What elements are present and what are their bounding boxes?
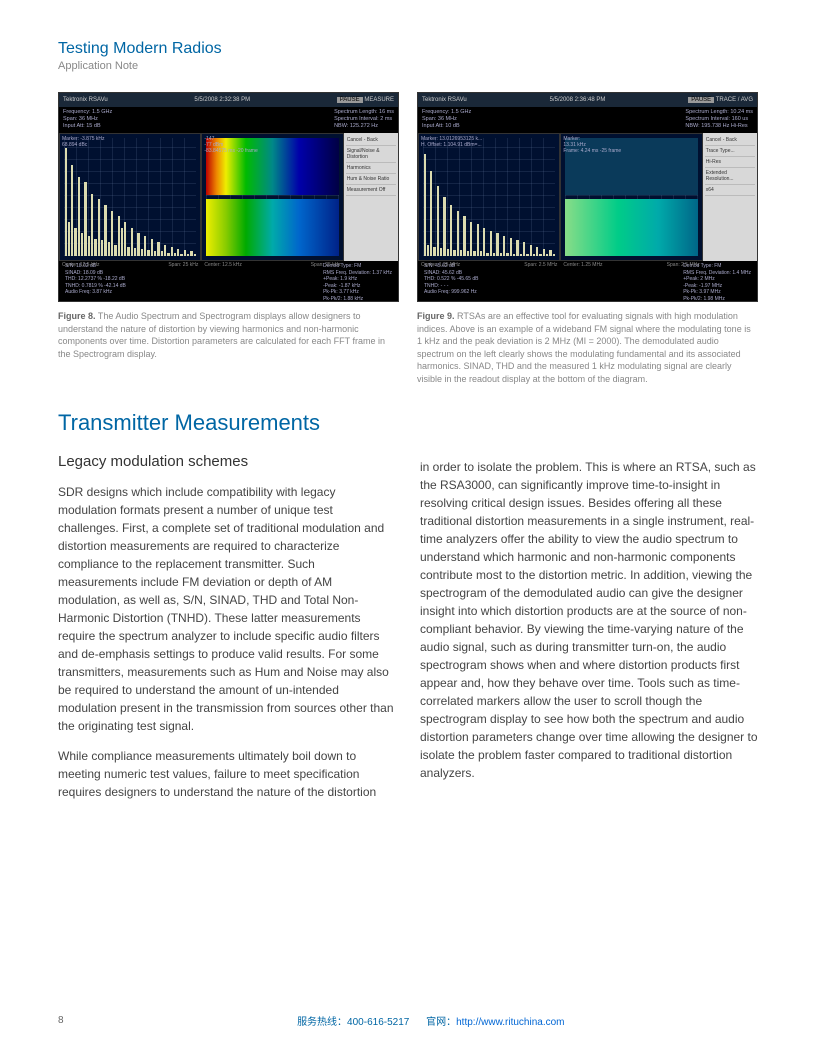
sc-info-panel: Frequency: 1.5 GHz Span: 36 MHz Input At…: [418, 107, 757, 133]
body-paragraph: in order to isolate the problem. This is…: [420, 458, 758, 782]
subsection-heading: Legacy modulation schemes: [58, 451, 396, 474]
pause-badge: PAUSE: [337, 97, 363, 103]
body-columns: Transmitter Measurements Legacy modulati…: [58, 406, 758, 814]
side-item[interactable]: x64: [705, 185, 755, 196]
figure-9-caption: Figure 9. RTSAs are an effective tool fo…: [417, 310, 758, 386]
sc-app-name: Tektronix RSAVu: [422, 97, 467, 103]
specint-readout: Spectrum Interval: 2 ms: [334, 116, 394, 122]
page-header: Testing Modern Radios Application Note: [58, 40, 758, 72]
spectrogram-plot: Marker:13.31 kHzFrame: 4.24 ms -25 frame…: [560, 133, 702, 261]
figure-9-screenshot: Tektronix RSAVu 5/5/2008 2:36:48 PM PAUS…: [417, 92, 758, 302]
spectrum-bars-8: [64, 143, 196, 256]
body-paragraph: While compliance measurements ultimately…: [58, 747, 396, 801]
side-item[interactable]: Measurement Off: [346, 185, 396, 196]
side-item[interactable]: Cancel - Back: [346, 135, 396, 146]
doc-subtitle: Application Note: [58, 60, 758, 72]
spectrum-plot: Marker: 13.0126953125 k...H. Offset: 1.1…: [418, 133, 560, 261]
body-paragraph: SDR designs which include compatibility …: [58, 483, 396, 735]
freq-readout: Frequency: 1.5 GHz: [63, 109, 112, 115]
page-footer: 8 服务热线：400-616-5217 官网：http://www.rituch…: [58, 1013, 758, 1028]
left-column: Transmitter Measurements Legacy modulati…: [58, 406, 396, 814]
figure-8-screenshot: Tektronix RSAVu 5/5/2008 2:32:38 PM PAUS…: [58, 92, 399, 302]
span-readout: Span: 36 MHz: [63, 116, 112, 122]
side-item[interactable]: Cancel - Back: [705, 135, 755, 146]
right-column: in order to isolate the problem. This is…: [420, 406, 758, 814]
sc-body: Marker: 13.0126953125 k...H. Offset: 1.1…: [418, 133, 757, 261]
side-item[interactable]: Harmonics: [346, 163, 396, 174]
doc-title: Testing Modern Radios: [58, 40, 758, 58]
spectrogram-plot: -147-77 dBm-83.84575 ms -20 frame Center…: [201, 133, 343, 261]
speclen-readout: Spectrum Length: 16 ms: [334, 109, 394, 115]
hotline-text: 服务热线：400-616-5217: [297, 1017, 409, 1028]
side-item[interactable]: Hum & Noise Ratio: [346, 174, 396, 185]
sc-timestamp: 5/5/2008 2:32:38 PM: [194, 97, 250, 103]
figures-row: Tektronix RSAVu 5/5/2008 2:32:38 PM PAUS…: [58, 92, 758, 386]
side-item[interactable]: Trace Type...: [705, 146, 755, 157]
sc-topbar: Tektronix RSAVu 5/5/2008 2:36:48 PM PAUS…: [418, 93, 757, 107]
spectrum-plot: Marker: -3.875 kHz68.894 dBc Center: 12.…: [59, 133, 201, 261]
site-url[interactable]: http://www.rituchina.com: [456, 1017, 564, 1028]
side-item[interactable]: Signal/Noise & Distortion: [346, 146, 396, 163]
figure-8: Tektronix RSAVu 5/5/2008 2:32:38 PM PAUS…: [58, 92, 399, 386]
spectrum-bars-9: [423, 143, 555, 256]
figure-8-caption: Figure 8. The Audio Spectrum and Spectro…: [58, 310, 399, 360]
section-heading: Transmitter Measurements: [58, 406, 396, 439]
page-number: 8: [58, 1015, 64, 1026]
pause-badge: PAUSE: [688, 97, 714, 103]
side-menu: Cancel - Back Trace Type... Hi-Res Exten…: [703, 133, 757, 261]
sc-body: Marker: -3.875 kHz68.894 dBc Center: 12.…: [59, 133, 398, 261]
att-readout: Input Att: 15 dB: [63, 123, 112, 129]
sc-mode: TRACE / AVG: [716, 97, 753, 103]
figure-9: Tektronix RSAVu 5/5/2008 2:36:48 PM PAUS…: [417, 92, 758, 386]
sc-topbar: Tektronix RSAVu 5/5/2008 2:32:38 PM PAUS…: [59, 93, 398, 107]
sc-mode: MEASURE: [364, 97, 394, 103]
side-menu: Cancel - Back Signal/Noise & Distortion …: [344, 133, 398, 261]
nbw-readout: NBW: 125.272 Hz: [334, 123, 394, 129]
side-item[interactable]: Extended Resolution...: [705, 168, 755, 185]
side-item[interactable]: Hi-Res: [705, 157, 755, 168]
site-label: 官网：: [426, 1017, 456, 1028]
sc-timestamp: 5/5/2008 2:36:48 PM: [550, 97, 606, 103]
sc-app-name: Tektronix RSAVu: [63, 97, 108, 103]
sc-info-panel: Frequency: 1.5 GHz Span: 36 MHz Input At…: [59, 107, 398, 133]
